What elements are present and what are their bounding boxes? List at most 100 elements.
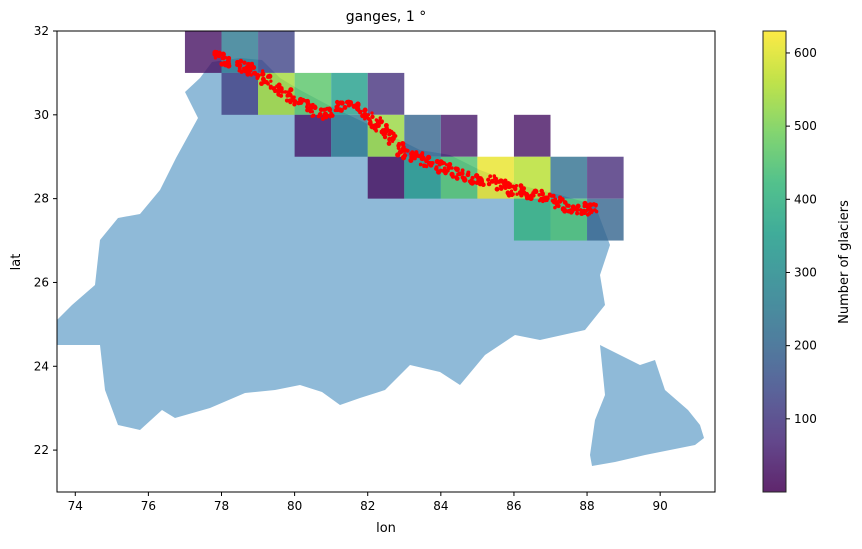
- glacier-point: [454, 166, 460, 173]
- x-axis-label: lon: [376, 521, 396, 536]
- glacier-point: [537, 199, 542, 203]
- glacier-point: [462, 177, 468, 183]
- glacier-point: [401, 147, 408, 153]
- glacier-point: [363, 108, 368, 113]
- glacier-point: [578, 208, 583, 212]
- glacier-point: [280, 86, 284, 90]
- glacier-point: [217, 50, 222, 55]
- glacier-point: [466, 170, 471, 175]
- glacier-point: [498, 178, 504, 184]
- glacier-point: [310, 110, 315, 114]
- glacier-point: [434, 165, 439, 170]
- glacier-point: [569, 210, 574, 215]
- glacier-point: [277, 88, 282, 93]
- x-axis-ticks: 74 76 78 80 82 84 86 88 90: [68, 492, 668, 513]
- glacier-point: [371, 123, 377, 128]
- glacier-point: [492, 174, 497, 178]
- glacier-point: [305, 102, 310, 106]
- glacier-point: [387, 137, 392, 142]
- glacier-point: [213, 56, 218, 60]
- glacier-point: [420, 151, 425, 155]
- colorbar-tick-label: 500: [794, 119, 817, 133]
- glacier-point: [570, 204, 576, 210]
- x-tick-label: 84: [433, 499, 448, 513]
- glacier-point: [594, 204, 598, 208]
- glacier-point: [221, 56, 226, 61]
- glacier-point: [268, 86, 273, 90]
- glacier-point: [486, 181, 492, 187]
- glacier-point: [239, 69, 244, 74]
- glacier-point: [311, 113, 316, 118]
- glacier-point: [585, 212, 590, 217]
- colorbar-tick-label: 100: [794, 412, 817, 426]
- glacier-point: [318, 107, 324, 113]
- heatmap-cell: [550, 156, 588, 199]
- glacier-point: [246, 70, 252, 76]
- glacier-point: [363, 117, 367, 121]
- bangladesh-delta-shape: [590, 345, 704, 466]
- glacier-point: [553, 205, 557, 210]
- glacier-point: [342, 104, 348, 110]
- heatmap-cell: [513, 198, 551, 241]
- y-tick-label: 22: [34, 443, 49, 457]
- glacier-point: [582, 202, 587, 207]
- glacier-point: [255, 72, 261, 79]
- glacier-point: [327, 107, 333, 113]
- glacier-point: [555, 200, 560, 205]
- glacier-point: [499, 186, 504, 191]
- y-tick-label: 32: [34, 24, 49, 38]
- glacier-point: [478, 177, 484, 183]
- glacier-point: [267, 73, 273, 79]
- chart-title: ganges, 1 °: [346, 9, 426, 25]
- y-tick-label: 24: [34, 359, 49, 373]
- glacier-point: [246, 61, 251, 67]
- glacier-point: [560, 197, 564, 202]
- plot-frame: [56, 30, 716, 493]
- glacier-point: [517, 190, 524, 196]
- y-tick-label: 28: [34, 192, 49, 206]
- heatmap-cell: [258, 31, 295, 73]
- glacier-point: [252, 71, 256, 76]
- glacier-point: [489, 178, 495, 184]
- glacier-point: [383, 127, 387, 132]
- glacier-point: [387, 128, 392, 133]
- glacier-point: [348, 100, 354, 105]
- glacier-point: [515, 192, 519, 196]
- glacier-point: [358, 110, 363, 115]
- glacier-point: [355, 106, 361, 112]
- colorbar-tick-label: 200: [794, 339, 817, 353]
- glacier-point: [581, 208, 586, 213]
- glacier-point: [575, 211, 580, 216]
- glacier-point: [367, 120, 373, 127]
- glacier-point: [539, 188, 544, 194]
- glacier-point: [336, 102, 341, 107]
- glacier-point: [269, 79, 273, 83]
- glacier-point: [505, 190, 511, 196]
- colorbar-tick-label: 400: [794, 192, 817, 206]
- glacier-point: [226, 56, 231, 62]
- heatmap-cell: [404, 156, 441, 199]
- glacier-point: [366, 113, 371, 117]
- glacier-point: [585, 205, 592, 211]
- glacier-point: [320, 116, 326, 121]
- glacier-point: [397, 149, 403, 155]
- glacier-point: [445, 163, 449, 167]
- glacier-point: [566, 203, 571, 208]
- glacier-point: [300, 97, 306, 103]
- glacier-point: [226, 63, 232, 69]
- heatmap-cell: [404, 114, 441, 157]
- ganges-basin-shape: [57, 58, 610, 430]
- heatmap-cell: [440, 114, 478, 157]
- glacier-point: [575, 207, 580, 212]
- glacier-point: [242, 66, 246, 71]
- heatmap-cell: [587, 156, 624, 199]
- glacier-points: [212, 49, 599, 217]
- glacier-point: [370, 111, 374, 115]
- glacier-point: [378, 116, 382, 120]
- glacier-point: [439, 160, 445, 166]
- heatmap-cell: [221, 72, 259, 115]
- glacier-point: [518, 183, 524, 189]
- x-tick-label: 80: [287, 499, 302, 513]
- glacier-point: [434, 158, 440, 165]
